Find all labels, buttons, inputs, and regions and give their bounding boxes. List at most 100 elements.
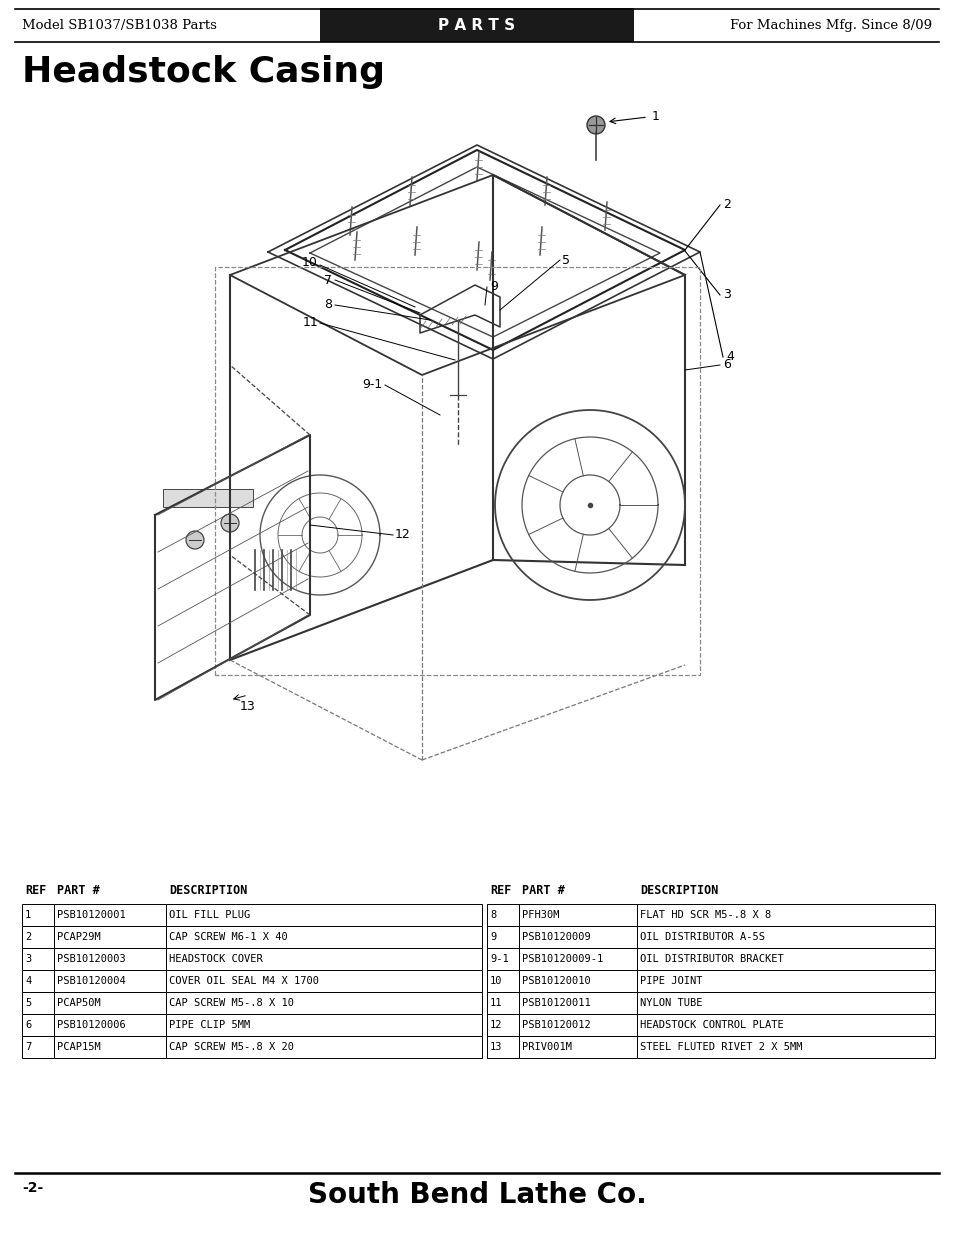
Text: 6: 6 (25, 1020, 31, 1030)
Text: PCAP50M: PCAP50M (57, 998, 101, 1008)
Bar (319, 7, 634, 42)
Text: 3: 3 (25, 953, 31, 965)
Bar (637, 926, 934, 948)
Text: PSB10120010: PSB10120010 (521, 976, 590, 986)
Bar (166, 969, 481, 992)
Bar (486, 1036, 518, 1058)
Bar (54, 992, 166, 1014)
Text: STEEL FLUTED RIVET 2 X 5MM: STEEL FLUTED RIVET 2 X 5MM (639, 1042, 801, 1052)
Text: -2-: -2- (22, 1181, 43, 1195)
Text: CAP SCREW M5-.8 X 10: CAP SCREW M5-.8 X 10 (169, 998, 294, 1008)
Bar (518, 1036, 637, 1058)
Text: Headstock Casing: Headstock Casing (22, 56, 385, 89)
Text: 7: 7 (324, 273, 332, 287)
Bar (637, 969, 934, 992)
Text: HEADSTOCK COVER: HEADSTOCK COVER (169, 953, 262, 965)
Bar (518, 948, 637, 969)
Text: PSB10120006: PSB10120006 (57, 1020, 126, 1030)
Text: 4: 4 (25, 976, 31, 986)
Bar (518, 1014, 637, 1036)
Text: PSB10120004: PSB10120004 (57, 976, 126, 986)
Text: OIL DISTRIBUTOR BRACKET: OIL DISTRIBUTOR BRACKET (639, 953, 783, 965)
Bar (486, 948, 518, 969)
Bar (54, 1036, 166, 1058)
Text: 9-1: 9-1 (362, 378, 382, 391)
Bar (22, 992, 54, 1014)
Text: 2: 2 (722, 199, 730, 211)
Bar (163, 489, 253, 508)
Bar (637, 1036, 934, 1058)
Bar (637, 1014, 934, 1036)
Text: COVER OIL SEAL M4 X 1700: COVER OIL SEAL M4 X 1700 (169, 976, 318, 986)
Text: PCAP29M: PCAP29M (57, 932, 101, 942)
Bar (22, 1036, 54, 1058)
Text: PSB10120001: PSB10120001 (57, 910, 126, 920)
Bar (166, 904, 481, 926)
Text: 1: 1 (25, 910, 31, 920)
Text: South Bend Lathe Co.: South Bend Lathe Co. (307, 1181, 646, 1209)
Bar (518, 904, 637, 926)
Bar (637, 948, 934, 969)
Bar (166, 1036, 481, 1058)
Text: 8: 8 (490, 910, 496, 920)
Text: CAP SCREW M5-.8 X 20: CAP SCREW M5-.8 X 20 (169, 1042, 294, 1052)
Text: PSB10120012: PSB10120012 (521, 1020, 590, 1030)
Bar (22, 904, 54, 926)
Circle shape (186, 531, 204, 550)
Text: 1: 1 (651, 110, 659, 124)
Text: REF: REF (25, 884, 47, 897)
Text: 13: 13 (240, 700, 255, 714)
Bar (486, 1014, 518, 1036)
Text: 8: 8 (324, 299, 332, 311)
Text: 9: 9 (490, 932, 496, 942)
Text: OIL FILL PLUG: OIL FILL PLUG (169, 910, 250, 920)
Text: FLAT HD SCR M5-.8 X 8: FLAT HD SCR M5-.8 X 8 (639, 910, 770, 920)
Text: PSB10120003: PSB10120003 (57, 953, 126, 965)
Bar (518, 926, 637, 948)
Text: P A R T S: P A R T S (438, 17, 515, 32)
Bar (486, 926, 518, 948)
Text: 12: 12 (490, 1020, 502, 1030)
Text: Model SB1037/SB1038 Parts: Model SB1037/SB1038 Parts (22, 19, 216, 32)
Text: PSB10120009-1: PSB10120009-1 (521, 953, 602, 965)
Text: PSB10120009: PSB10120009 (521, 932, 590, 942)
Text: PART #: PART # (521, 884, 564, 897)
Bar (54, 926, 166, 948)
Text: 2: 2 (25, 932, 31, 942)
Bar (486, 904, 518, 926)
Bar (54, 904, 166, 926)
Text: PSB10120011: PSB10120011 (521, 998, 590, 1008)
Text: 5: 5 (561, 253, 569, 267)
Text: 10: 10 (490, 976, 502, 986)
Text: 9-1: 9-1 (490, 953, 508, 965)
Text: 7: 7 (25, 1042, 31, 1052)
Text: OIL DISTRIBUTOR A-5S: OIL DISTRIBUTOR A-5S (639, 932, 764, 942)
Bar (54, 948, 166, 969)
Text: PART #: PART # (57, 884, 100, 897)
Text: 12: 12 (395, 529, 411, 541)
Text: 13: 13 (490, 1042, 502, 1052)
Bar (637, 904, 934, 926)
Bar (22, 969, 54, 992)
Text: 3: 3 (722, 289, 730, 301)
Text: CAP SCREW M6-1 X 40: CAP SCREW M6-1 X 40 (169, 932, 288, 942)
Circle shape (221, 514, 239, 532)
Text: 4: 4 (725, 351, 733, 363)
Text: 10: 10 (302, 256, 317, 268)
Bar (518, 969, 637, 992)
Bar (22, 1014, 54, 1036)
Text: REF: REF (490, 884, 511, 897)
Bar (166, 992, 481, 1014)
Bar (22, 948, 54, 969)
Text: PFH30M: PFH30M (521, 910, 558, 920)
Bar (166, 1014, 481, 1036)
Bar (486, 969, 518, 992)
Bar (22, 926, 54, 948)
Bar (166, 948, 481, 969)
Text: 11: 11 (302, 315, 317, 329)
Text: PIPE CLIP 5MM: PIPE CLIP 5MM (169, 1020, 250, 1030)
Bar (54, 969, 166, 992)
Text: PCAP15M: PCAP15M (57, 1042, 101, 1052)
Text: PRIV001M: PRIV001M (521, 1042, 572, 1052)
Text: For Machines Mfg. Since 8/09: For Machines Mfg. Since 8/09 (729, 19, 931, 32)
